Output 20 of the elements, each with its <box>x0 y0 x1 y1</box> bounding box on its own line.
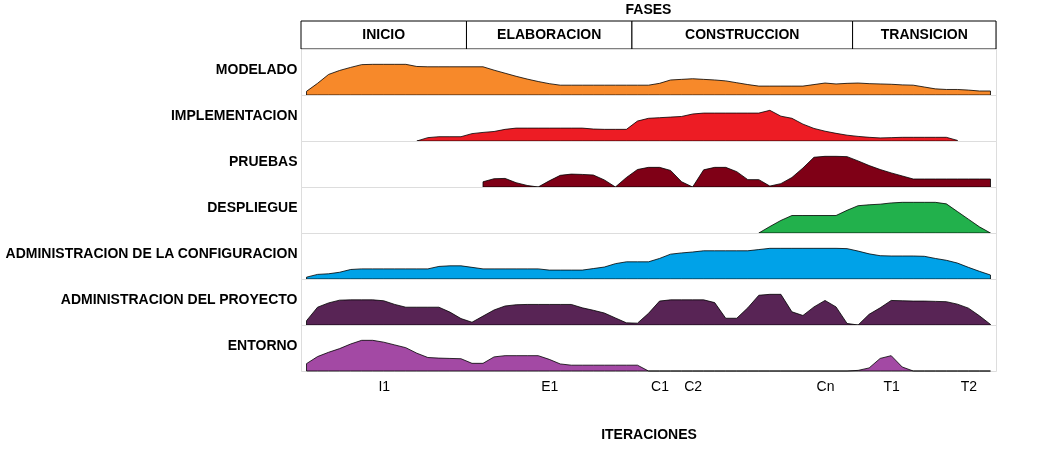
text: ELABORACION <box>497 26 602 42</box>
y-axis-title: ADMINISTRACION DE LA CONFIGURACION <box>5 244 298 261</box>
y-axis-title: DESPLIEGUE <box>207 198 298 215</box>
x-tick-label: Cn <box>816 377 835 394</box>
x-tick-label: T2 <box>960 377 978 394</box>
text: CONSTRUCCION <box>685 26 800 42</box>
x-tick-label: C2 <box>684 377 703 394</box>
x-tick-label: I1 <box>378 377 391 394</box>
x-axis-title: ITERACIONES <box>601 425 697 442</box>
x-tick-label: E1 <box>541 377 559 394</box>
y-axis-title: PRUEBAS <box>229 152 298 169</box>
x-tick-label: T1 <box>883 377 901 394</box>
text: TRANSICION <box>880 26 968 42</box>
x-tick-label: C1 <box>651 377 670 394</box>
y-axis-title: ADMINISTRACION DEL PROYECTO <box>60 290 298 307</box>
y-axis-title: MODELADO <box>215 60 298 77</box>
y-axis-title: ENTORNO <box>227 336 298 353</box>
y-axis-title: IMPLEMENTACION <box>170 106 298 123</box>
text: FASES <box>625 0 672 17</box>
text: INICIO <box>362 26 406 42</box>
